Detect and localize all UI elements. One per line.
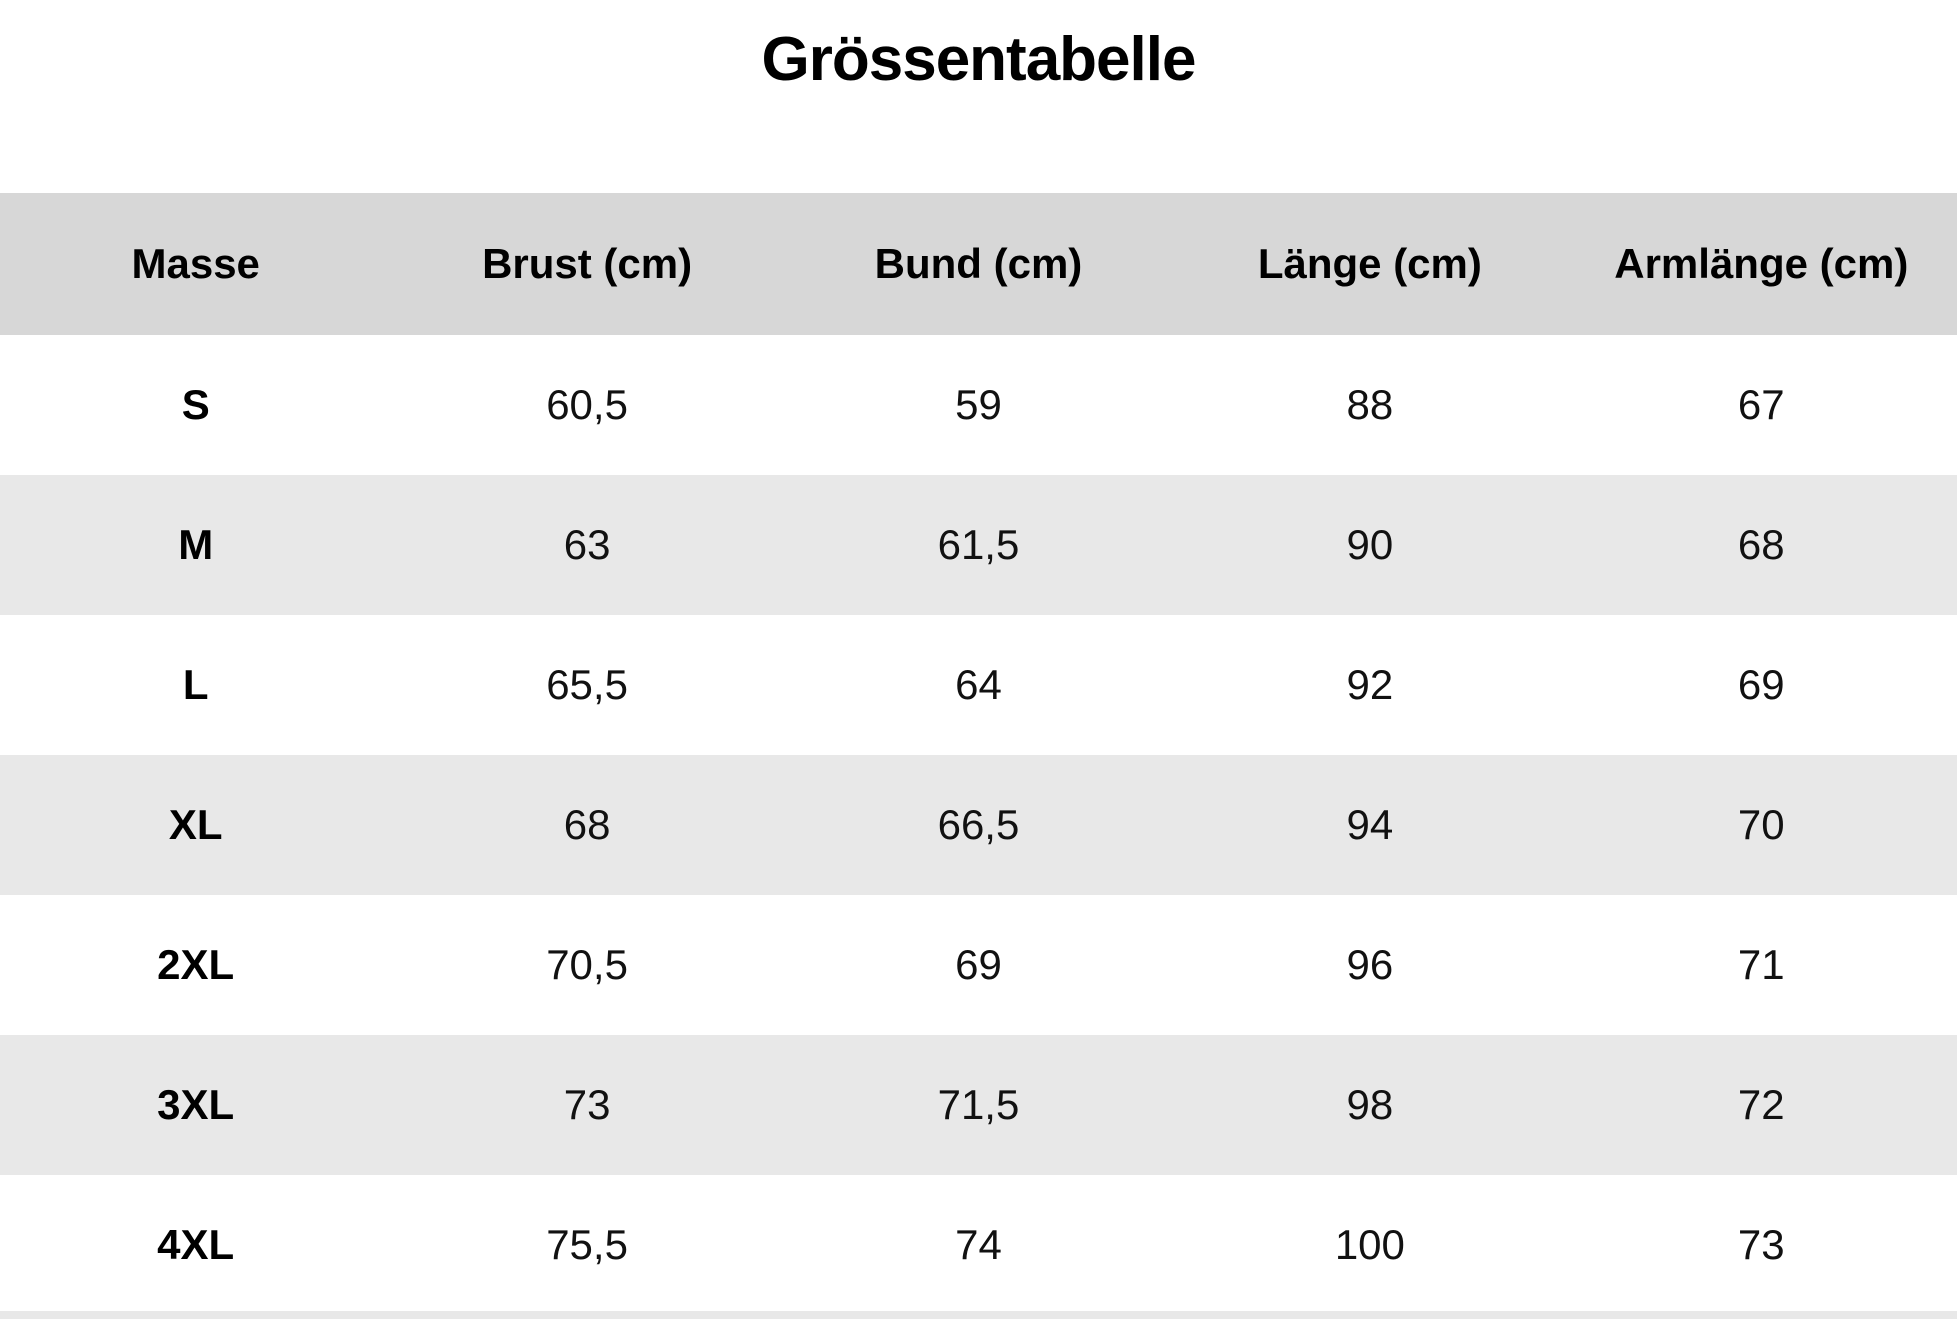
table-row-3xl: 3XL 73 71,5 98 72 [0, 1035, 1957, 1175]
column-header-bund: Bund (cm) [874, 240, 1083, 287]
value-cell: 96 [1346, 941, 1394, 988]
table-row-xl: XL 68 66,5 94 70 [0, 755, 1957, 895]
value-cell: 71,5 [937, 1081, 1020, 1128]
value-cell: 74 [955, 1221, 1002, 1268]
value-cell: 59 [955, 381, 1002, 428]
size-cell: L [182, 661, 209, 708]
next-row-sliver [0, 1311, 1957, 1319]
column-header-armlaenge: Armlänge (cm) [1614, 240, 1909, 287]
value-cell: 69 [1737, 661, 1785, 708]
size-cell: S [181, 381, 210, 428]
value-cell: 71 [1737, 941, 1785, 988]
header-row: Masse Brust (cm) Bund (cm) Länge (cm) Ar… [0, 193, 1957, 335]
size-cell: 4XL [157, 1221, 235, 1268]
column-header-brust: Brust (cm) [482, 240, 693, 287]
table-row-m: M 63 61,5 90 68 [0, 475, 1957, 615]
value-cell: 75,5 [546, 1221, 628, 1268]
value-cell: 100 [1334, 1221, 1405, 1268]
value-cell: 94 [1346, 801, 1394, 848]
value-cell: 70,5 [546, 941, 628, 988]
value-cell: 73 [1737, 1221, 1785, 1268]
size-cell: XL [168, 801, 223, 848]
table-row-2xl: 2XL 70,5 69 96 71 [0, 895, 1957, 1035]
column-header-masse: Masse [131, 240, 260, 287]
value-cell: 63 [563, 521, 611, 568]
value-cell: 61,5 [937, 521, 1020, 568]
value-cell: 65,5 [546, 661, 628, 708]
value-cell: 69 [955, 941, 1002, 988]
value-cell: 98 [1346, 1081, 1394, 1128]
size-cell: 2XL [157, 941, 235, 988]
value-cell: 92 [1346, 661, 1394, 708]
size-cell: 3XL [157, 1081, 235, 1128]
value-cell: 66,5 [937, 801, 1020, 848]
page-title: Grössentabelle [761, 25, 1197, 94]
value-cell: 70 [1737, 801, 1785, 848]
value-cell: 68 [563, 801, 611, 848]
value-cell: 64 [955, 661, 1002, 708]
column-header-laenge: Länge (cm) [1257, 240, 1482, 287]
value-cell: 60,5 [546, 381, 628, 428]
value-cell: 72 [1737, 1081, 1785, 1128]
table-row-l: L 65,5 64 92 69 [0, 615, 1957, 755]
table-body: S 60,5 59 88 67 M 63 61,5 90 68 L 65,5 6… [0, 335, 1957, 1315]
table-row-4xl: 4XL 75,5 74 100 73 [0, 1175, 1957, 1315]
value-cell: 67 [1737, 381, 1785, 428]
table-header: Masse Brust (cm) Bund (cm) Länge (cm) Ar… [0, 193, 1957, 335]
size-table: Masse Brust (cm) Bund (cm) Länge (cm) Ar… [0, 193, 1957, 1315]
value-cell: 73 [563, 1081, 611, 1128]
value-cell: 88 [1346, 381, 1394, 428]
value-cell: 68 [1737, 521, 1785, 568]
value-cell: 90 [1346, 521, 1394, 568]
size-cell: M [178, 521, 214, 568]
table-row-s: S 60,5 59 88 67 [0, 335, 1957, 475]
title-area: Grössentabelle [0, 0, 1957, 193]
